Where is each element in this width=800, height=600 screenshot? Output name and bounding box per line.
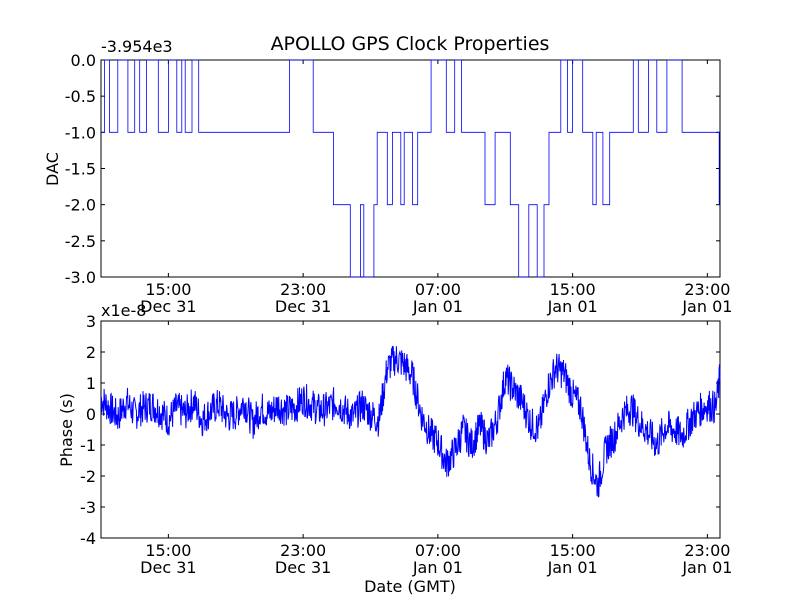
dac-y-tick-label: -1.0 (65, 123, 96, 142)
dac-chart: -3.954e3 DAC 0.0 -0.5 -1.0 -1.5 -2.0 -2.5 -3.0… (43, 37, 732, 316)
phase-y-tick-label: 3 (86, 312, 96, 331)
dac-x-tick-time: 15:00 (145, 280, 191, 299)
dac-x-tick-day: Dec 31 (275, 297, 331, 316)
phase-x-tick-time: 15:00 (145, 541, 191, 560)
phase-x-tick-time: 15:00 (550, 541, 596, 560)
dac-series-line (101, 59, 720, 278)
phase-y-tick-label: -4 (80, 529, 96, 548)
phase-series-line (100, 345, 721, 498)
phase-y-tick-label: 1 (86, 374, 96, 393)
dac-y-axis-label: DAC (43, 152, 62, 186)
dac-y-tick-label: 0.0 (71, 51, 96, 70)
phase-x-tick-day: Jan 01 (412, 558, 463, 577)
dac-plot-area (101, 59, 720, 278)
phase-y-tick-label: 2 (86, 343, 96, 362)
phase-y-axis-label: Phase (s) (57, 393, 76, 467)
phase-y-tick-label: -2 (80, 467, 96, 486)
phase-x-tick-time: 07:00 (415, 541, 461, 560)
dac-x-tick-day: Jan 01 (412, 297, 463, 316)
dac-x-tick-day: Dec 31 (140, 297, 196, 316)
dac-x-tick-day: Jan 01 (681, 297, 732, 316)
phase-x-tick-day: Dec 31 (275, 558, 331, 577)
dac-offset-label: -3.954e3 (101, 37, 173, 56)
phase-chart: x1e-8 Phase (s) Date (GMT) 3210-1-2-3-4 … (57, 301, 732, 596)
dac-y-tick-label: -0.5 (65, 87, 96, 106)
phase-x-tick-time: 23:00 (280, 541, 326, 560)
phase-x-tick-time: 23:00 (684, 541, 730, 560)
dac-y-tick-label: -1.5 (65, 160, 96, 179)
phase-x-tick-day: Jan 01 (547, 558, 598, 577)
dac-x-tick-time: 23:00 (684, 280, 730, 299)
dac-x-tick-time: 07:00 (415, 280, 461, 299)
phase-y-tick-label: 0 (86, 405, 96, 424)
dac-x-tick-time: 23:00 (280, 280, 326, 299)
dac-x-tick-time: 15:00 (550, 280, 596, 299)
phase-x-axis-label: Date (GMT) (364, 577, 456, 596)
phase-y-tick-label: -1 (80, 436, 96, 455)
dac-y-ticks: 0.0 -0.5 -1.0 -1.5 -2.0 -2.5 -3.0 (65, 51, 720, 287)
phase-x-tick-day: Jan 01 (681, 558, 732, 577)
phase-plot-frame (100, 320, 721, 539)
dac-x-tick-day: Jan 01 (547, 297, 598, 316)
dac-y-tick-label: -3.0 (65, 268, 96, 287)
dac-y-tick-label: -2.5 (65, 232, 96, 251)
figure-title: APOLLO GPS Clock Properties (271, 33, 550, 55)
phase-y-tick-label: -3 (80, 498, 96, 517)
phase-y-ticks: 3 2 1 0 -1 -2 -3 -4 (80, 312, 720, 548)
phase-plot-area (100, 345, 721, 498)
phase-offset-label: x1e-8 (101, 301, 146, 320)
dac-y-tick-label: -2.0 (65, 196, 96, 215)
phase-x-tick-day: Dec 31 (140, 558, 196, 577)
